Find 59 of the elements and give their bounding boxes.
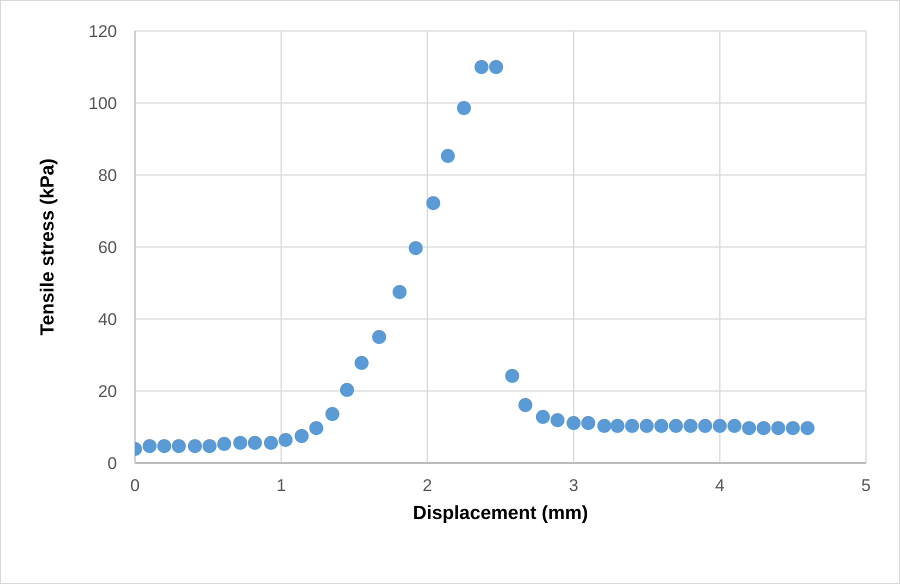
point — [756, 421, 771, 436]
point — [742, 421, 756, 436]
x-tick-label: 5 — [861, 476, 871, 496]
point — [248, 436, 262, 450]
point — [278, 432, 293, 447]
point — [668, 418, 683, 433]
point — [157, 439, 172, 454]
point — [698, 418, 712, 433]
point — [727, 418, 742, 433]
x-tick-label: 2 — [422, 476, 432, 496]
point — [581, 416, 596, 430]
y-axis-title: Tensile stress (kPa) — [38, 158, 59, 336]
point — [426, 196, 440, 210]
point — [684, 418, 698, 433]
y-tick-label: 100 — [88, 94, 117, 114]
y-tick-label: 120 — [88, 22, 117, 42]
point — [550, 413, 565, 428]
y-tick-label: 0 — [108, 454, 117, 474]
x-tick-label: 1 — [276, 476, 286, 496]
point — [372, 330, 386, 344]
point — [800, 421, 815, 436]
point — [625, 418, 640, 433]
point — [217, 436, 232, 451]
point — [294, 429, 309, 443]
point — [474, 60, 488, 74]
point — [786, 421, 800, 436]
point — [202, 439, 217, 454]
point — [172, 439, 186, 454]
point — [640, 418, 654, 433]
point — [566, 416, 581, 430]
point — [354, 356, 369, 370]
point — [325, 407, 340, 422]
point — [654, 418, 668, 433]
point — [505, 368, 520, 383]
point — [597, 418, 612, 433]
x-tick-label: 4 — [715, 476, 725, 496]
point — [408, 241, 423, 256]
point — [518, 398, 532, 412]
point — [456, 101, 471, 116]
point — [489, 60, 504, 74]
point — [264, 436, 278, 450]
x-tick-label: 0 — [130, 476, 140, 496]
point — [536, 410, 550, 424]
y-tick-label: 60 — [98, 238, 117, 258]
y-tick-label: 80 — [98, 166, 117, 186]
point — [188, 439, 202, 454]
x-axis-title: Displacement (mm) — [412, 503, 588, 524]
point — [392, 285, 407, 299]
point — [309, 421, 324, 436]
point — [233, 436, 248, 450]
point — [712, 418, 727, 433]
point — [771, 421, 786, 436]
point — [440, 148, 455, 163]
y-tick-label: 20 — [98, 382, 117, 402]
point — [142, 439, 157, 454]
point — [340, 382, 354, 397]
x-tick-label: 3 — [568, 476, 578, 496]
point — [610, 418, 624, 433]
y-tick-label: 40 — [98, 310, 117, 330]
